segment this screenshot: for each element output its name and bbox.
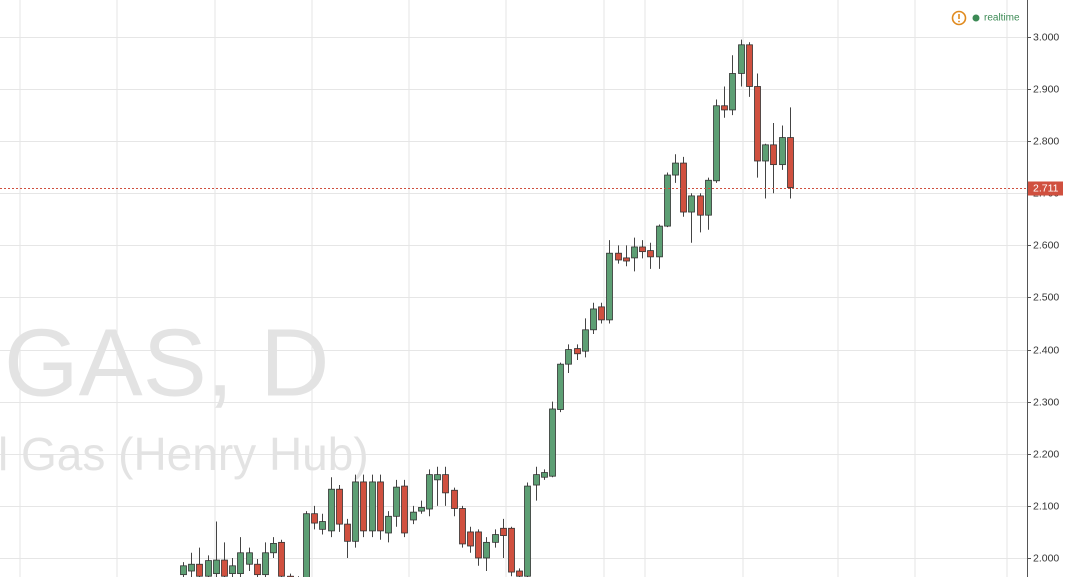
status-dot <box>972 14 980 22</box>
candle-body <box>401 485 408 534</box>
candle-body <box>533 474 540 486</box>
candle-body <box>672 162 679 176</box>
candle-body <box>738 44 745 74</box>
candle-body <box>377 481 384 532</box>
candle-body <box>303 513 310 582</box>
candle-body <box>524 485 531 577</box>
candle-body <box>237 552 244 575</box>
candle-body <box>787 137 794 188</box>
candle-body <box>328 488 335 532</box>
candle-body <box>196 563 203 577</box>
candle-body <box>639 246 646 253</box>
y-tick-label: 2.500 <box>1033 291 1059 303</box>
candle-body <box>262 552 269 576</box>
warning-icon[interactable] <box>951 10 967 26</box>
candle-body <box>311 513 318 524</box>
candle-body <box>574 348 581 355</box>
candle-body <box>246 552 253 565</box>
watermark-symbol: GAS, D <box>4 309 329 416</box>
candle-body <box>213 559 220 575</box>
candle-body <box>221 559 228 577</box>
candle-body <box>565 349 572 365</box>
candle-body <box>426 474 433 510</box>
candle-body <box>344 523 351 542</box>
candle-body <box>352 481 359 542</box>
candle-body <box>697 195 704 216</box>
candle-body <box>647 250 654 258</box>
candle-body <box>434 474 441 481</box>
price-axis: 2.0002.1002.2002.3002.4002.5002.6002.700… <box>1027 31 1059 564</box>
candle-body <box>385 515 392 534</box>
candle-body <box>656 225 663 258</box>
candle-body <box>369 481 376 532</box>
y-tick-label: 2.100 <box>1033 500 1059 512</box>
candle-body <box>664 174 671 227</box>
candle-body <box>467 531 474 547</box>
candle-body <box>188 563 195 572</box>
candle-body <box>459 508 466 545</box>
y-tick-label: 2.300 <box>1033 396 1059 408</box>
candle-body <box>680 162 687 213</box>
status: realtime <box>951 10 1020 26</box>
warning-icon-dot <box>958 20 960 23</box>
y-tick-label: 3.000 <box>1033 31 1059 43</box>
candle-body <box>451 489 458 509</box>
candle-body <box>180 565 187 576</box>
candle-body <box>360 481 367 532</box>
candle-body <box>475 531 482 559</box>
candle-body <box>729 73 736 111</box>
horizontal-grid <box>0 37 1027 559</box>
candle-body <box>319 521 326 530</box>
y-tick-label: 2.000 <box>1033 552 1059 564</box>
candle-body <box>483 541 490 559</box>
candle-body <box>492 534 499 543</box>
candle-body <box>254 563 261 576</box>
candle-body <box>762 144 769 162</box>
candle-body <box>606 252 613 321</box>
candle-body <box>205 560 212 577</box>
status-label: realtime <box>984 13 1020 24</box>
candle-body <box>779 137 786 166</box>
candle-body <box>229 565 236 575</box>
candle-body <box>549 408 556 477</box>
candle-body <box>590 308 597 331</box>
y-tick-label: 2.200 <box>1033 448 1059 460</box>
candle-body <box>746 44 753 87</box>
candle-body <box>713 105 720 182</box>
candle-body <box>442 474 449 494</box>
candle-body <box>270 542 277 554</box>
candle-body <box>705 179 712 216</box>
vertical-grid <box>19 0 1008 577</box>
candle-body <box>516 570 523 577</box>
last-price-label: 2.711 <box>1033 182 1059 194</box>
candle-body <box>688 195 695 213</box>
y-tick-label: 2.800 <box>1033 135 1059 147</box>
candle-body <box>623 257 630 262</box>
watermark-name: l Gas (Henry Hub) <box>0 428 369 480</box>
candle-body <box>770 144 777 166</box>
candle-body <box>500 527 507 536</box>
candle-body <box>615 252 622 261</box>
candle-body <box>598 306 605 321</box>
candle-body <box>410 511 417 521</box>
y-tick-label: 2.400 <box>1033 344 1059 356</box>
candle-body <box>631 246 638 259</box>
candle-body <box>582 329 589 352</box>
candle-body <box>754 86 761 162</box>
candle-body <box>418 507 425 512</box>
last-price-tag <box>1028 181 1063 196</box>
candle-body <box>336 488 343 525</box>
candle-body <box>278 541 285 577</box>
candle-body <box>557 363 564 410</box>
candle-body <box>508 527 515 573</box>
y-tick-label: 2.900 <box>1033 83 1059 95</box>
candle-body <box>393 486 400 517</box>
candles <box>180 39 794 582</box>
candle-body <box>721 105 728 111</box>
y-tick-label: 2.600 <box>1033 239 1059 251</box>
candle-body <box>541 472 548 478</box>
